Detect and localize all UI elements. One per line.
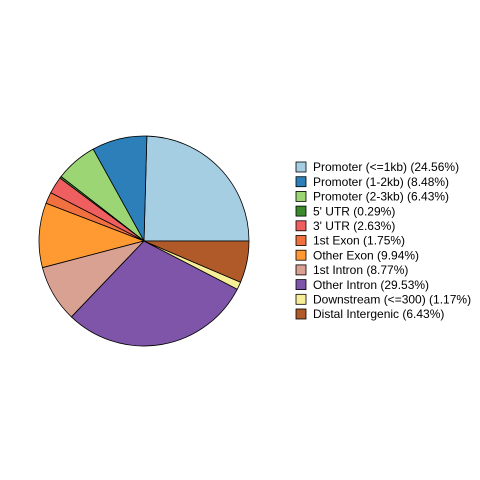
- legend-label: 1st Exon (1.75%): [313, 234, 405, 248]
- legend: Promoter (<=1kb) (24.56%)Promoter (1-2kb…: [295, 160, 471, 321]
- pie: [38, 135, 250, 347]
- legend-swatch: [295, 308, 307, 320]
- legend-label: 1st Intron (8.77%): [313, 263, 408, 277]
- legend-swatch: [295, 190, 307, 202]
- pie-slice: [143, 240, 250, 283]
- legend-label: Promoter (1-2kb) (8.48%): [313, 175, 449, 189]
- legend-label: Distal Intergenic (6.43%): [313, 307, 444, 321]
- legend-swatch: [295, 235, 307, 246]
- legend-swatch: [295, 176, 307, 188]
- legend-label: Other Exon (9.94%): [313, 248, 419, 262]
- legend-label: Promoter (2-3kb) (6.43%): [313, 190, 449, 204]
- legend-swatch: [295, 249, 307, 261]
- legend-label: Downstream (<=300) (1.17%): [313, 292, 471, 306]
- pie-slice: [143, 135, 250, 242]
- legend-label: Promoter (<=1kb) (24.56%): [313, 160, 459, 174]
- legend-swatch: [295, 264, 307, 276]
- legend-label: 5' UTR (0.29%): [313, 204, 395, 218]
- pie-slice: [70, 240, 238, 347]
- legend-label: 3' UTR (2.63%): [313, 219, 395, 233]
- legend-swatch: [295, 161, 307, 173]
- legend-label: Other Intron (29.53%): [313, 278, 429, 292]
- legend-swatch: [295, 293, 307, 305]
- legend-swatch: [295, 279, 307, 291]
- legend-swatch: [295, 220, 307, 232]
- legend-swatch: [295, 205, 307, 217]
